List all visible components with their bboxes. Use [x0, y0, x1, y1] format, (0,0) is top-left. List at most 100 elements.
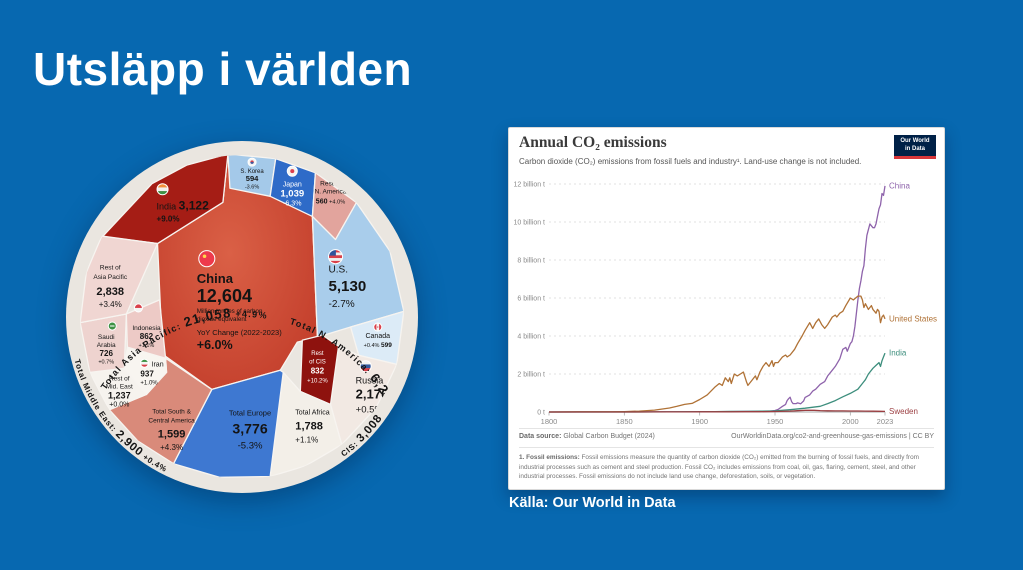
- series-line-united-states: [548, 295, 886, 413]
- voronoi-text-rest_asia_pacific-name2: Asia Pacific: [93, 274, 127, 281]
- voronoi-text-canada-name: Canada: [365, 333, 390, 340]
- voronoi-cell-rest_asia_pacific: [80, 235, 159, 324]
- russia-flag-icon: [360, 360, 372, 372]
- voronoi-label-total_africa: Total Africa 1,788 +1.1%: [295, 410, 329, 445]
- voronoi-text-china-change: +6.0%: [197, 338, 233, 352]
- iran-flag-icon: [140, 359, 149, 368]
- canada-flag-icon: [373, 323, 382, 332]
- voronoi-text-total_africa-change: +1.1%: [295, 436, 318, 445]
- voronoi-text-rest_mid_east-name2: Mid. East: [106, 383, 133, 390]
- voronoi-text-china-note2: YoY Change (2022-2023): [197, 328, 282, 337]
- voronoi-text-total_europe-name: Total Europe: [229, 409, 271, 418]
- voronoi-text-rest_mid_east-name1: Rest of: [109, 375, 130, 382]
- logo-line-1: Our World: [900, 138, 930, 144]
- our-world-in-data-logo: Our World in Data: [894, 135, 936, 159]
- data-source-value: Global Carbon Budget (2024): [563, 433, 655, 440]
- logo-line-2: in Data: [904, 145, 925, 152]
- footnote-text: Fossil emissions measure the quantity of…: [519, 454, 919, 481]
- voronoi-text-russia-name: Russia: [356, 375, 385, 385]
- voronoi-text-total_sc_america-name2: Central America: [148, 418, 195, 425]
- voronoi-cell-indonesia: [125, 299, 167, 359]
- footnote-label: 1. Fossil emissions:: [519, 454, 580, 461]
- voronoi-text-s_korea-value: 594: [246, 174, 259, 183]
- voronoi-text-total_africa-value: 1,788: [295, 421, 323, 433]
- voronoi-label-canada: Canada +0.4% 599: [364, 322, 393, 349]
- voronoi-text-canada-cv: +0.4% 599: [364, 342, 393, 349]
- voronoi-text-china-note1: Million tonnes of carbon: [197, 308, 263, 315]
- y-tick-label-6: 6 billion t: [517, 296, 545, 303]
- y-tick-label-10: 10 billion t: [513, 220, 545, 227]
- voronoi-label-india: India 3,122 +9.0%: [157, 183, 210, 223]
- voronoi-text-total_sc_america-name1: Total South &: [152, 409, 191, 416]
- voronoi-label-us: U.S. 5,130 -2.7%: [327, 249, 366, 310]
- voronoi-text-japan-value: 1,039: [280, 188, 304, 199]
- us-flag-icon: [328, 249, 343, 264]
- co2-emissions-line-chart: 0 t 2 billion t 4 billion t 6 billion t 8 bi…: [513, 181, 937, 426]
- y-tick-label-2: 2 billion t: [517, 372, 545, 379]
- x-tick-label-2000: 2000: [842, 417, 859, 426]
- voronoi-text-indonesia-name: Indonesia: [132, 325, 161, 332]
- voronoi-text-rest_mid_east-value: 1,237: [108, 390, 131, 400]
- owid-chart-footer: Data source: Global Carbon Budget (2024)…: [519, 428, 934, 440]
- voronoi-text-rest_asia_pacific-value: 2,838: [96, 286, 124, 298]
- voronoi-text-total_sc_america-change: +4.3%: [160, 443, 183, 452]
- voronoi-label-total_sc_america: Total South & Central America 1,599 +4.3%: [148, 409, 195, 452]
- voronoi-text-saudi_arabia-change: +0.7%: [98, 359, 114, 365]
- india-flag-icon: [157, 183, 169, 195]
- voronoi-text-iran-value: 937: [140, 369, 154, 378]
- owid-url-and-license: OurWorldinData.org/co2-and-greenhouse-ga…: [731, 433, 934, 440]
- voronoi-text-iran-change: +1.0%: [140, 380, 158, 386]
- voronoi-text-russia-value: 2,176: [356, 386, 389, 401]
- voronoi-text-total_europe-value: 3,776: [232, 421, 267, 437]
- voronoi-text-us-name: U.S.: [328, 265, 348, 276]
- japan-flag-icon: [287, 166, 298, 177]
- x-tick-label-1800: 1800: [541, 417, 558, 426]
- y-tick-label-0: 0 t: [537, 410, 545, 417]
- source-caption: Källa: Our World in Data: [509, 495, 676, 511]
- voronoi-text-rest_mid_east-change: +0.0%: [109, 402, 129, 409]
- voronoi-text-total_africa-name: Total Africa: [295, 410, 329, 417]
- x-tick-label-1950: 1950: [767, 417, 784, 426]
- voronoi-text-saudi_arabia-name1: Saudi: [98, 334, 115, 341]
- voronoi-text-s_korea-change: -3.6%: [245, 184, 260, 190]
- voronoi-text-india-nv: India 3,122: [157, 198, 210, 212]
- s_korea-flag-icon: [248, 158, 257, 167]
- voronoi-label-rest_asia_pacific: Rest of Asia Pacific 2,838 +3.4%: [93, 265, 127, 309]
- voronoi-label-rest_n_america: Rest ofN. America 560 +4.0%: [315, 180, 347, 205]
- voronoi-text-total_europe-change: -5.3%: [238, 441, 263, 452]
- series-line-sweden: [549, 409, 886, 413]
- voronoi-text-us-change: -2.7%: [328, 299, 354, 310]
- y-tick-label-12: 12 billion t: [513, 182, 545, 189]
- series-label-china: China: [889, 181, 910, 190]
- indonesia-flag-icon: [134, 303, 143, 312]
- voronoi-text-saudi_arabia-value: 726: [100, 349, 114, 358]
- voronoi-text-china-value: 12,604: [197, 286, 252, 306]
- voronoi-text-iran-name: Iran: [151, 361, 163, 368]
- voronoi-text-rest_cis-value: 832: [311, 366, 325, 375]
- voronoi-text-china-name: China: [197, 271, 234, 286]
- voronoi-text-rest_asia_pacific-name1: Rest of: [100, 265, 121, 272]
- series-line-china: [548, 185, 886, 413]
- voronoi-text-rest_cis-change: +10.2%: [307, 378, 328, 384]
- voronoi-text-indonesia-change: +1.1%: [139, 343, 155, 349]
- voronoi-text-rest_asia_pacific-change: +3.4%: [99, 300, 122, 309]
- x-tick-label-1900: 1900: [691, 417, 708, 426]
- voronoi-text-indonesia-value: 862: [140, 332, 154, 341]
- voronoi-cell-rest_cis: [299, 334, 340, 406]
- saudi_arabia-flag-icon: [108, 322, 117, 331]
- series-label-united-states: United States: [889, 314, 937, 323]
- y-tick-label-4: 4 billion t: [517, 334, 545, 341]
- data-source-note: Data source: Global Carbon Budget (2024): [519, 433, 655, 440]
- voronoi-label-total_europe: Total Europe 3,776 -5.3%: [229, 409, 271, 452]
- voronoi-text-india-change: +9.0%: [157, 214, 180, 223]
